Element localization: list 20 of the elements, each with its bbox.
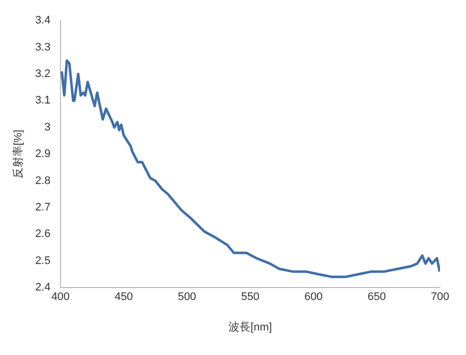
x-tick-label: 600 <box>304 291 323 304</box>
y-tick-label: 2.9 <box>35 148 50 160</box>
y-tick-label: 3.4 <box>35 14 50 27</box>
y-tick-label: 2.8 <box>35 174 50 187</box>
y-tick-label: 3.1 <box>35 94 50 107</box>
y-tick-label: 2.6 <box>35 228 50 240</box>
y-tick-label: 3 <box>44 121 50 134</box>
x-tick-label: 650 <box>368 291 386 304</box>
x-axis-title: 波長[nm] <box>228 320 272 334</box>
y-tick-label: 3.2 <box>35 68 50 80</box>
y-tick-label: 2.7 <box>35 202 50 214</box>
x-tick-label: 550 <box>241 291 260 304</box>
x-tick-label: 500 <box>178 291 196 304</box>
y-tick-label: 2.4 <box>35 282 50 294</box>
y-axis-title: 反射率[%] <box>12 130 25 179</box>
x-tick-label: 700 <box>430 291 450 304</box>
y-tick-label: 3.3 <box>35 41 50 54</box>
y-tick-label: 2.5 <box>35 254 50 267</box>
x-tick-label: 400 <box>51 291 70 304</box>
x-tick-label: 450 <box>114 291 133 304</box>
